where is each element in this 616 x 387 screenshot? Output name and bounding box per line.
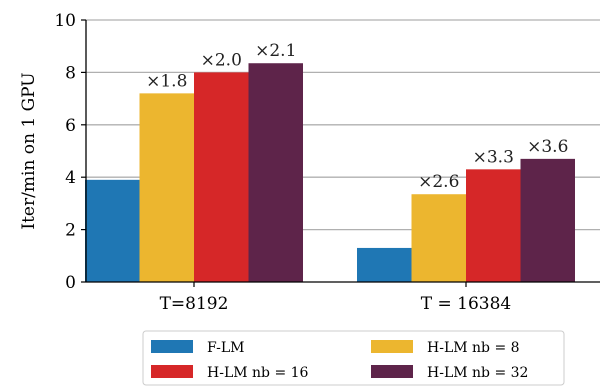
- y-tick-label: 8: [65, 63, 76, 83]
- bar-annotation: ×2.0: [201, 50, 242, 70]
- x-tick-labels: T=8192 T = 16384: [160, 282, 511, 314]
- legend-label: H-LM nb = 16: [207, 365, 309, 381]
- y-tick-label: 0: [65, 273, 76, 293]
- bar: [357, 247, 412, 282]
- y-tick-label: 6: [65, 116, 76, 136]
- legend-swatch: [151, 340, 193, 353]
- bar-annotation: ×2.6: [418, 172, 459, 192]
- axes: [85, 20, 600, 283]
- bar: [139, 93, 194, 282]
- legend-swatch: [371, 340, 413, 353]
- bar: [411, 194, 466, 282]
- bar-annotation: ×2.1: [255, 41, 296, 61]
- y-tick-label: 10: [54, 11, 76, 31]
- legend: F-LM H-LM nb = 8 H-LM nb = 16 H-LM nb = 32: [142, 330, 565, 386]
- legend-box: [142, 330, 565, 386]
- y-tick-label: 2: [65, 221, 76, 241]
- legend-label: F-LM: [207, 340, 244, 356]
- bar-annotation: ×3.6: [527, 137, 568, 157]
- bar: [466, 169, 521, 282]
- category-label: T = 16384: [421, 294, 511, 314]
- y-tick-label: 4: [65, 168, 76, 188]
- y-axis-label: Iter/min on 1 GPU: [19, 72, 39, 229]
- y-tick-labels: 0 2 4 6 8 10: [54, 11, 86, 293]
- legend-label: H-LM nb = 32: [427, 365, 528, 381]
- bar-annotation: ×1.8: [146, 71, 187, 91]
- bar: [194, 72, 249, 283]
- bar-annotation: ×3.3: [473, 147, 514, 167]
- bars: [85, 63, 575, 283]
- legend-swatch: [371, 365, 413, 378]
- bar: [520, 158, 575, 282]
- category-label: T=8192: [160, 294, 229, 314]
- legend-swatch: [151, 365, 193, 378]
- bar: [85, 179, 140, 282]
- legend-label: H-LM nb = 8: [427, 340, 520, 356]
- bar-annotations: ×1.8 ×2.0 ×2.1 ×2.6 ×3.3 ×3.6: [146, 41, 568, 192]
- bar: [248, 63, 303, 283]
